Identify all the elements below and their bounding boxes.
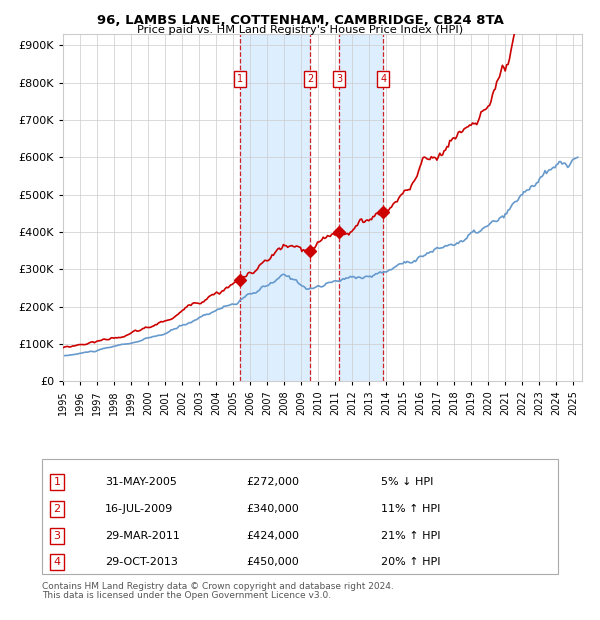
Text: 29-OCT-2013: 29-OCT-2013 [105, 557, 178, 567]
Text: 2: 2 [53, 504, 61, 514]
Text: £272,000: £272,000 [246, 477, 299, 487]
Text: 31-MAY-2005: 31-MAY-2005 [105, 477, 177, 487]
Text: This data is licensed under the Open Government Licence v3.0.: This data is licensed under the Open Gov… [42, 591, 331, 601]
Text: £424,000: £424,000 [246, 531, 299, 541]
Text: 1: 1 [237, 74, 243, 84]
Text: 11% ↑ HPI: 11% ↑ HPI [381, 504, 440, 514]
Text: 29-MAR-2011: 29-MAR-2011 [105, 531, 180, 541]
Bar [240, 34, 310, 381]
Text: Price paid vs. HM Land Registry's House Price Index (HPI): Price paid vs. HM Land Registry's House … [137, 25, 463, 35]
Bar [340, 34, 383, 381]
Text: 21% ↑ HPI: 21% ↑ HPI [381, 531, 440, 541]
Text: 96, LAMBS LANE, COTTENHAM, CAMBRIDGE, CB24 8TA: 96, LAMBS LANE, COTTENHAM, CAMBRIDGE, CB… [97, 14, 503, 27]
Text: 16-JUL-2009: 16-JUL-2009 [105, 504, 173, 514]
Text: £450,000: £450,000 [246, 557, 299, 567]
Text: 20% ↑ HPI: 20% ↑ HPI [381, 557, 440, 567]
Text: Contains HM Land Registry data © Crown copyright and database right 2024.: Contains HM Land Registry data © Crown c… [42, 582, 394, 591]
Text: 2: 2 [307, 74, 314, 84]
Text: 3: 3 [53, 531, 61, 541]
Text: 1: 1 [53, 477, 61, 487]
Legend: 96, LAMBS LANE, COTTENHAM, CAMBRIDGE, CB24 8TA (detached house), HPI: Average pr: 96, LAMBS LANE, COTTENHAM, CAMBRIDGE, CB… [122, 463, 523, 502]
Text: £340,000: £340,000 [246, 504, 299, 514]
Text: 3: 3 [336, 74, 343, 84]
Text: 4: 4 [380, 74, 386, 84]
Text: 5% ↓ HPI: 5% ↓ HPI [381, 477, 433, 487]
Text: 4: 4 [53, 557, 61, 567]
